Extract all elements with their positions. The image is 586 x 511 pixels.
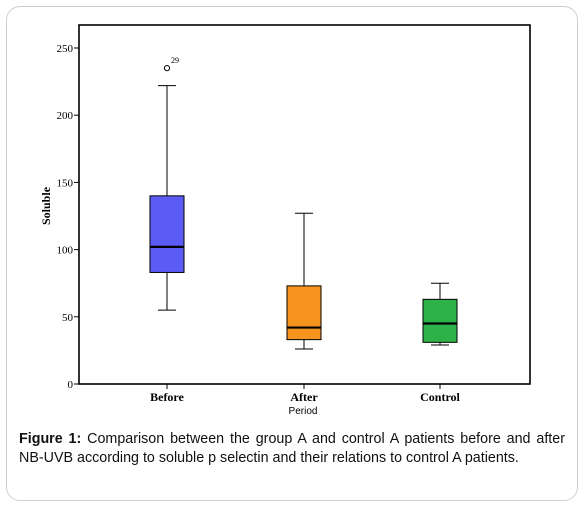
outlier-point — [163, 65, 171, 72]
box-series: 29 — [149, 56, 458, 350]
box-before: 29 — [149, 56, 185, 311]
y-tick-label: 150 — [57, 177, 74, 189]
iqr-box — [422, 298, 458, 343]
y-axis: 0 50 100 150 200 250 — [57, 43, 79, 391]
box-control — [422, 282, 458, 346]
y-tick-label: 200 — [57, 110, 74, 122]
y-tick-label: 0 — [68, 379, 74, 391]
y-axis-label: Soluble — [39, 186, 53, 225]
x-axis-label: Period — [289, 406, 318, 417]
iqr-box — [149, 195, 185, 273]
box-plot-chart: 0 50 100 150 200 250 29 Before After Control So… — [39, 24, 531, 417]
y-tick-label: 100 — [57, 245, 74, 257]
x-tick-label: Control — [420, 390, 460, 404]
outlier-label: 29 — [171, 56, 179, 65]
x-tick-label: After — [290, 390, 318, 404]
box-after — [286, 212, 322, 350]
x-axis: Before After Control — [150, 384, 461, 404]
iqr-box — [286, 285, 322, 341]
figure-caption: Figure 1: Comparison between the group A… — [19, 430, 565, 468]
y-tick-label: 50 — [62, 312, 74, 324]
caption-label: Figure 1: — [19, 431, 82, 447]
y-tick-label: 250 — [57, 43, 74, 55]
caption-text: Comparison between the group A and contr… — [19, 431, 565, 466]
x-tick-label: Before — [150, 390, 184, 404]
